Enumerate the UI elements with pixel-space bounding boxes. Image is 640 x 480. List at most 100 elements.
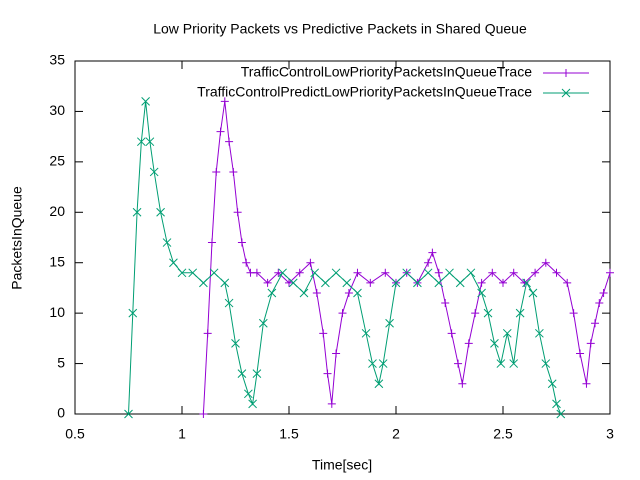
legend-marker [562, 69, 570, 77]
data-point [252, 369, 262, 379]
chart-title: Low Priority Packets vs Predictive Packe… [153, 21, 527, 37]
data-point [471, 309, 480, 318]
data-point [541, 359, 551, 368]
data-point [233, 208, 242, 217]
data-point [381, 268, 390, 277]
data-point [477, 288, 486, 298]
data-point [502, 328, 512, 338]
x-tick-label: 0.5 [65, 426, 85, 442]
data-point [332, 349, 341, 358]
x-tick-label: 2.5 [493, 426, 513, 442]
data-point [552, 268, 561, 277]
data-point [531, 268, 540, 277]
data-point [124, 409, 133, 419]
data-point [509, 359, 519, 368]
data-point [434, 268, 443, 277]
data-point [535, 328, 544, 338]
plot-border [74, 60, 611, 415]
data-point [323, 369, 332, 378]
data-point [306, 258, 315, 267]
data-point [466, 268, 476, 278]
y-tick-label: 25 [49, 153, 65, 169]
data-point [177, 268, 187, 278]
data-point [488, 268, 497, 277]
data-point [207, 238, 216, 247]
data-point [576, 349, 585, 358]
data-point [216, 127, 225, 136]
data-point [528, 288, 538, 298]
data-point [586, 339, 595, 348]
data-point [441, 299, 450, 308]
data-point [424, 258, 433, 267]
data-point [237, 238, 246, 247]
data-point [145, 137, 155, 147]
data-point [483, 308, 493, 318]
data-point [454, 359, 463, 368]
data-point [220, 278, 230, 288]
data-point [242, 258, 251, 267]
data-point [285, 278, 293, 287]
data-point [366, 278, 375, 287]
data-point [149, 167, 159, 177]
y-tick-label: 35 [49, 52, 65, 68]
data-point [413, 278, 422, 288]
data-point [499, 278, 507, 287]
data-point [224, 298, 234, 308]
data-point [344, 288, 353, 297]
data-point [199, 278, 208, 288]
data-point [278, 268, 287, 278]
data-point [267, 288, 277, 298]
data-point [199, 410, 208, 418]
data-point [591, 319, 600, 328]
data-point [248, 399, 257, 409]
data-point [229, 167, 238, 176]
data-point [391, 278, 401, 288]
data-point [252, 268, 261, 277]
data-point [141, 96, 150, 106]
data-point [515, 308, 525, 318]
data-point [458, 379, 467, 388]
data-point [361, 328, 371, 338]
data-point [490, 339, 499, 348]
legend-label: TrafficControlPredictLowPriorityPacketsI… [197, 84, 532, 100]
data-point [338, 309, 347, 318]
data-point [321, 278, 330, 288]
data-point [243, 389, 253, 399]
x-tick-label: 2 [392, 426, 400, 442]
data-point [569, 309, 578, 318]
x-tick-label: 3 [606, 426, 614, 442]
data-point [342, 278, 352, 288]
data-point [385, 318, 394, 328]
data-point [288, 278, 298, 288]
y-tick-label: 30 [49, 102, 65, 118]
legend-label: TrafficControlLowPriorityPacketsInQueueT… [241, 64, 532, 80]
data-point [547, 379, 557, 389]
data-point [231, 339, 240, 348]
y-tick-label: 5 [57, 354, 65, 370]
data-point [128, 308, 138, 318]
data-point [331, 268, 341, 278]
data-point [203, 329, 212, 338]
x-tick-label: 1.5 [279, 426, 299, 442]
data-point [162, 238, 172, 247]
data-point [237, 369, 247, 379]
data-point [225, 137, 234, 146]
x-tick-label: 1 [178, 426, 186, 442]
data-point [378, 359, 388, 368]
data-point [445, 268, 454, 278]
data-point [274, 268, 283, 277]
data-point [582, 379, 591, 388]
data-point [541, 258, 550, 267]
data-point [464, 339, 473, 348]
data-point [496, 359, 506, 368]
data-point [319, 329, 328, 338]
data-point [295, 268, 304, 277]
data-point [327, 399, 336, 408]
data-point [368, 359, 377, 368]
data-point [258, 318, 268, 328]
data-point [455, 278, 465, 288]
data-point [599, 288, 608, 297]
data-point [169, 258, 178, 268]
series-line [128, 101, 562, 415]
